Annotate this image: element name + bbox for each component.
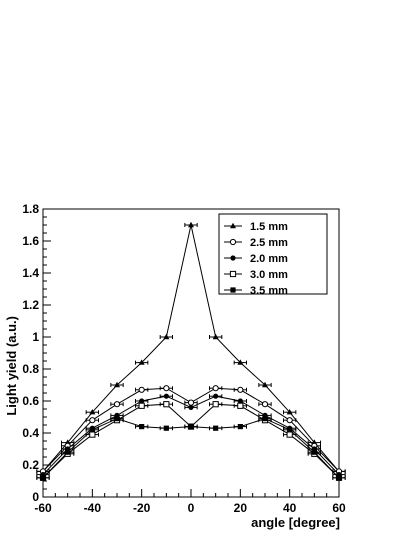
data-point: [286, 431, 293, 438]
series-3-5-mm: [36, 416, 346, 481]
x-tick-label: -60: [34, 501, 52, 515]
legend-marker: [229, 238, 237, 246]
data-point: [237, 402, 244, 409]
x-tick-label: -20: [133, 501, 151, 515]
data-point: [40, 475, 46, 481]
series-2-0-mm: [36, 393, 346, 478]
data-point: [237, 386, 244, 393]
x-tick-label: 0: [188, 501, 195, 515]
data-point: [65, 449, 71, 455]
y-tick-label: 1.2: [22, 298, 39, 312]
legend-label: 3.0 mm: [250, 269, 288, 281]
y-tick-label: 0: [32, 490, 39, 504]
data-point: [212, 401, 219, 408]
legend: 1.5 mm 2.5 mm 2.0 mm 3.0 mm 3.5 mm: [218, 213, 328, 297]
data-point: [89, 431, 96, 438]
data-point: [213, 393, 219, 399]
data-point: [188, 221, 194, 228]
data-point: [262, 381, 268, 388]
data-point: [138, 402, 145, 409]
data-point: [287, 427, 293, 433]
y-tick-label: 0.2: [22, 458, 39, 472]
x-tick-label: 40: [283, 501, 297, 515]
legend-marker: [230, 222, 236, 229]
data-point: [89, 427, 95, 433]
y-axis: 0 0.2 0.4 0.6 0.8 1 1.2 1.4 1.6 1.8: [22, 202, 51, 504]
data-point: [262, 416, 268, 422]
data-point: [163, 425, 169, 431]
data-point: [188, 404, 194, 410]
data-point: [261, 401, 269, 408]
y-axis-title: Light yield (a.u.): [4, 316, 19, 416]
y-tick-label: 1: [32, 330, 39, 344]
data-point: [286, 409, 293, 415]
data-point: [286, 417, 293, 424]
legend-label: 2.0 mm: [250, 253, 288, 265]
data-point: [139, 398, 145, 404]
y-tick-label: 1.8: [22, 202, 39, 216]
y-tick-label: 1.6: [22, 234, 39, 248]
data-point: [114, 416, 120, 422]
data-point: [311, 449, 317, 455]
x-tick-label: 20: [234, 501, 248, 515]
data-point: [163, 401, 170, 408]
series-2-5-mm: [36, 385, 346, 475]
data-point: [163, 385, 170, 392]
legend-marker: [230, 287, 236, 293]
x-tick-label: -40: [84, 501, 102, 515]
data-point: [138, 386, 145, 393]
data-point: [188, 424, 194, 430]
legend-label: 3.5 mm: [250, 285, 288, 297]
y-tick-label: 0.6: [22, 394, 39, 408]
y-tick-label: 0.8: [22, 362, 39, 376]
data-point: [138, 359, 145, 365]
data-point: [237, 359, 244, 365]
legend-label: 1.5 mm: [250, 221, 288, 233]
x-axis: -60 -40 -20 0 20 40 60: [34, 489, 346, 515]
data-point: [113, 401, 121, 408]
data-point: [89, 409, 96, 415]
x-tick-label: 60: [332, 501, 346, 515]
data-point: [237, 424, 243, 430]
x-axis-title: angle [degree]: [251, 515, 340, 530]
data-point: [163, 333, 170, 340]
legend-marker: [230, 255, 236, 261]
series-3-0-mm: [36, 401, 346, 481]
data-point: [139, 424, 145, 430]
data-point: [114, 381, 120, 388]
legend-marker: [229, 270, 237, 278]
data-point: [336, 475, 342, 481]
data-point: [163, 393, 169, 399]
data-point: [187, 399, 195, 406]
series-layer: [36, 221, 346, 481]
y-tick-label: 1.4: [22, 266, 39, 280]
legend-label: 2.5 mm: [250, 237, 288, 249]
legend-box: [218, 213, 328, 295]
data-point: [237, 398, 243, 404]
y-tick-label: 0.4: [22, 426, 39, 440]
data-point: [213, 425, 219, 431]
data-point: [212, 385, 219, 392]
series-line: [42, 403, 340, 479]
data-point: [212, 333, 219, 340]
data-point: [89, 417, 96, 424]
